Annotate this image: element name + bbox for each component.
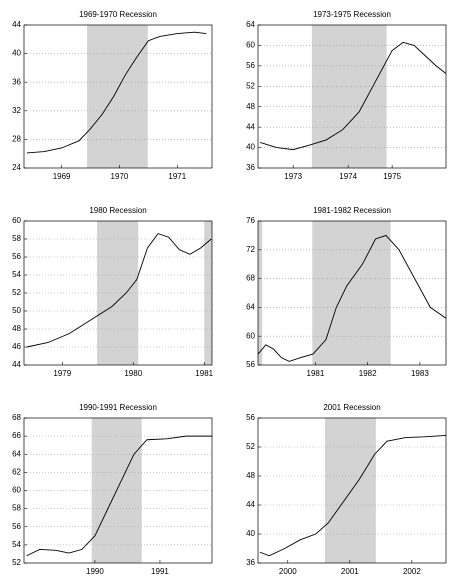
y-tick-label: 60 xyxy=(12,486,21,495)
recession-shade xyxy=(311,25,387,168)
y-tick-label: 64 xyxy=(12,449,21,458)
panel-title: 1981-1982 Recession xyxy=(313,206,391,215)
x-tick-label: 1990 xyxy=(86,567,104,576)
series-line xyxy=(26,435,212,557)
recession-shade xyxy=(204,221,212,365)
series-line xyxy=(26,31,207,154)
plot-frame xyxy=(23,220,213,366)
y-tick-label: 44 xyxy=(12,360,21,369)
y-tick-label: 44 xyxy=(12,20,21,29)
y-tick-label: 52 xyxy=(12,558,21,567)
y-tick-label: 68 xyxy=(246,274,255,283)
x-tick-label: 2001 xyxy=(341,567,359,576)
y-tick-label: 72 xyxy=(246,245,255,254)
y-tick-label: 44 xyxy=(246,122,255,131)
x-tick-label: 2000 xyxy=(279,567,297,576)
y-tick-label: 60 xyxy=(246,41,255,50)
panel-title: 1980 Recession xyxy=(89,206,146,215)
plot-frame xyxy=(257,24,447,169)
y-tick-label: 48 xyxy=(12,324,21,333)
y-tick-label: 36 xyxy=(246,163,255,172)
plot-frame xyxy=(23,417,213,564)
y-tick-label: 60 xyxy=(12,216,21,225)
y-tick-label: 36 xyxy=(246,558,255,567)
plot-frame xyxy=(257,220,447,366)
y-tick-label: 54 xyxy=(12,270,21,279)
plot-frame xyxy=(23,24,213,169)
panel-title: 1969-1970 Recession xyxy=(79,10,157,19)
y-tick-label: 40 xyxy=(12,49,21,58)
x-tick-label: 1981 xyxy=(195,369,213,378)
y-tick-label: 40 xyxy=(246,529,255,538)
y-tick-label: 60 xyxy=(246,331,255,340)
y-tick-label: 64 xyxy=(246,303,255,312)
y-tick-label: 56 xyxy=(246,61,255,70)
y-tick-label: 46 xyxy=(12,342,21,351)
recession-shade xyxy=(258,221,263,365)
x-tick-label: 1975 xyxy=(383,172,401,181)
panel-title: 1990-1991 Recession xyxy=(79,403,157,412)
x-tick-label: 1969 xyxy=(53,172,71,181)
y-tick-label: 76 xyxy=(246,216,255,225)
x-tick-label: 1980 xyxy=(124,369,142,378)
y-tick-label: 54 xyxy=(12,540,21,549)
y-tick-label: 68 xyxy=(12,413,21,422)
y-tick-label: 62 xyxy=(12,467,21,476)
y-tick-label: 56 xyxy=(12,252,21,261)
y-tick-label: 58 xyxy=(12,504,21,513)
series-line xyxy=(26,233,212,348)
y-tick-label: 58 xyxy=(12,234,21,243)
y-tick-label: 24 xyxy=(12,163,21,172)
y-tick-label: 56 xyxy=(12,522,21,531)
recession-shade xyxy=(325,418,376,563)
y-tick-label: 52 xyxy=(246,81,255,90)
x-tick-label: 1974 xyxy=(339,172,357,181)
y-tick-label: 56 xyxy=(246,360,255,369)
series-line xyxy=(257,234,447,362)
x-tick-label: 1981 xyxy=(307,369,325,378)
y-tick-label: 52 xyxy=(246,442,255,451)
y-tick-label: 48 xyxy=(246,471,255,480)
x-tick-label: 1973 xyxy=(284,172,302,181)
x-tick-label: 1970 xyxy=(111,172,129,181)
y-tick-label: 56 xyxy=(246,413,255,422)
y-tick-label: 66 xyxy=(12,431,21,440)
x-tick-label: 2002 xyxy=(403,567,421,576)
panel-title: 2001 Recession xyxy=(323,403,380,412)
x-tick-label: 1971 xyxy=(168,172,186,181)
y-tick-label: 44 xyxy=(246,500,255,509)
y-tick-label: 36 xyxy=(12,77,21,86)
panel-title: 1973-1975 Recession xyxy=(313,10,391,19)
x-tick-label: 1979 xyxy=(53,369,71,378)
y-tick-label: 52 xyxy=(12,288,21,297)
y-tick-label: 50 xyxy=(12,306,21,315)
y-tick-label: 40 xyxy=(246,143,255,152)
y-tick-label: 32 xyxy=(12,106,21,115)
y-tick-label: 48 xyxy=(246,102,255,111)
series-line xyxy=(260,41,447,151)
series-line xyxy=(259,434,447,557)
x-tick-label: 1983 xyxy=(411,369,429,378)
y-tick-label: 64 xyxy=(246,20,255,29)
y-tick-label: 28 xyxy=(12,135,21,144)
recession-shade xyxy=(312,221,391,365)
x-tick-label: 1991 xyxy=(151,567,169,576)
plot-frame xyxy=(257,417,447,564)
x-tick-label: 1982 xyxy=(359,369,377,378)
recession-shade xyxy=(87,25,148,168)
